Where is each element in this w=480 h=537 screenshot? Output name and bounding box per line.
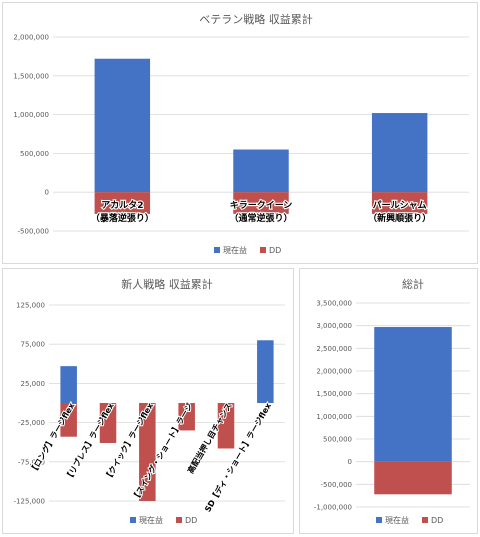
bar-profit [374, 327, 452, 462]
veteran-chart: ベテラン戦略 収益累計 -500,000 0 500,000 1,000,000 1,50… [13, 12, 469, 255]
legend-label: 現在益 [223, 245, 247, 255]
legend: 現在益 DD [130, 515, 197, 525]
chart-title: 総計 [402, 277, 424, 291]
y-tick-label: -125,000 [14, 498, 45, 506]
bar-profit [94, 58, 151, 193]
y-tick-label: -500,000 [321, 481, 352, 489]
bar-dd [217, 403, 235, 449]
y-tick-label: 125,000 [16, 302, 45, 310]
veteran-chart-panel: ベテラン戦略 収益累計 -500,000 0 500,000 1,000,000 1,50… [2, 2, 478, 264]
bar-dd [374, 461, 452, 495]
legend-swatch-profit [376, 517, 382, 523]
legend-label: DD [185, 516, 197, 525]
bar-profit [60, 366, 77, 403]
rookie-chart: 新人戦略 収益累計 -125,000 -75,000 -25,000 25,000 75,… [14, 277, 285, 525]
y-tick-label: 3,500,000 [316, 300, 352, 308]
y-tick-label: 1,500,000 [13, 72, 49, 80]
y-tick-label: 2,000,000 [13, 34, 49, 42]
bar-dd [94, 192, 151, 214]
legend-label: 現在益 [385, 515, 409, 525]
legend: 現在益 DD [214, 245, 281, 255]
category-label: SD【ディ・ショート】ラージflex [202, 400, 273, 513]
bar-dd [178, 403, 195, 431]
legend-swatch-profit [130, 517, 136, 523]
category-label: （暴落逆張り） [91, 212, 154, 224]
legend-swatch-dd [422, 517, 428, 523]
category-label: パールシャム [373, 199, 427, 211]
category-label: （通常逆張り） [229, 212, 292, 224]
total-chart: 総計 -1,000,000 -500,000 0 500,000 1,000,000 1,5… [314, 277, 470, 525]
bar-dd [233, 192, 289, 214]
y-tick-label: 500,000 [20, 150, 49, 158]
chart-title: 新人戦略 収益累計 [121, 277, 213, 291]
bar-dd [60, 403, 77, 437]
chart-title: ベテラン戦略 収益累計 [199, 12, 313, 26]
y-tick-label: -25,000 [18, 419, 45, 427]
y-tick-label: -500,000 [18, 228, 49, 236]
legend-label: DD [269, 246, 281, 255]
y-tick-label: -75,000 [18, 458, 45, 466]
y-tick-label: 500,000 [323, 436, 352, 444]
legend-swatch-dd [260, 247, 266, 253]
y-tick-label: 1,000,000 [316, 413, 352, 421]
y-tick-label: 25,000 [21, 380, 46, 388]
y-tick-label: 0 [348, 458, 352, 466]
category-label: 【ロング】ラージflex [28, 400, 77, 475]
y-tick-label: 2,000,000 [316, 368, 352, 376]
y-tick-label: 0 [45, 189, 49, 197]
bar-profit [371, 113, 428, 193]
y-tick-label: 1,000,000 [13, 111, 49, 119]
bar-dd [139, 403, 156, 501]
legend-swatch-profit [214, 247, 220, 253]
bar-profit [257, 340, 274, 403]
legend-label: 現在益 [139, 515, 163, 525]
bar-profit [233, 149, 289, 193]
y-tick-label: -1,000,000 [314, 504, 352, 512]
legend-label: DD [431, 516, 443, 525]
y-tick-label: 1,500,000 [316, 390, 352, 398]
bar-dd [371, 192, 428, 214]
bar-dd [99, 403, 117, 443]
category-label: （新興順張り） [368, 212, 431, 224]
y-tick-label: 2,500,000 [316, 345, 352, 353]
y-tick-label: 75,000 [21, 341, 46, 349]
category-label: アカルタ2 [101, 199, 143, 211]
category-label: キラークイーン [230, 200, 293, 211]
legend-swatch-dd [176, 517, 182, 523]
legend: 現在益 DD [376, 515, 443, 525]
rookie-chart-panel: 新人戦略 収益累計 -125,000 -75,000 -25,000 25,000 75,… [2, 268, 294, 534]
total-chart-panel: 総計 -1,000,000 -500,000 0 500,000 1,000,000 1,5… [299, 268, 478, 534]
y-tick-label: 3,000,000 [316, 322, 352, 330]
